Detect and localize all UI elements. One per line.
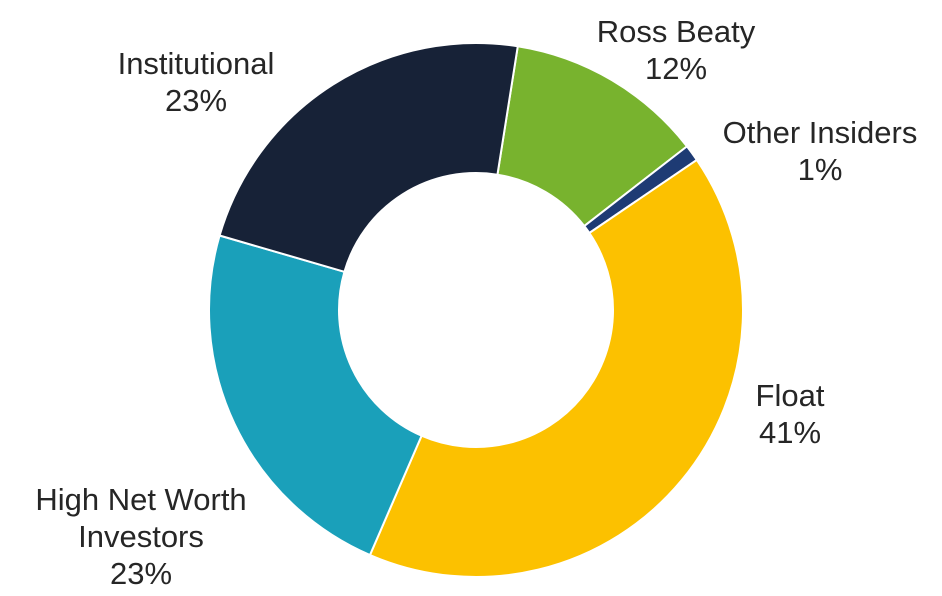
slice-percent-label: 12%: [645, 51, 707, 86]
label-float: Float 41%: [756, 378, 825, 450]
slice-labels: Ross Beaty 12% Other Insiders 1% Float 41% Hig…: [35, 14, 917, 591]
slice-percent-label: 23%: [165, 83, 227, 118]
label-ross-beaty: Ross Beaty 12%: [597, 14, 756, 86]
label-other-insiders: Other Insiders 1%: [723, 115, 918, 187]
slice-percent-label: 1%: [798, 152, 843, 187]
slice-name-label: Ross Beaty: [597, 14, 756, 49]
slice-name-label: Float: [756, 378, 825, 413]
slice-high-net-worth-investors: [208, 234, 423, 557]
slice-name-label: Other Insiders: [723, 115, 918, 150]
donut-slices: [208, 42, 744, 578]
label-high-net-worth-investors: High Net Worth Investors 23%: [35, 482, 246, 591]
slice-float: [368, 158, 744, 578]
slice-name-label: Investors: [78, 519, 204, 554]
slice-institutional: [218, 42, 519, 274]
label-institutional: Institutional 23%: [118, 46, 275, 118]
slice-percent-label: 41%: [759, 415, 821, 450]
slice-name-label: Institutional: [118, 46, 275, 81]
slice-name-label: High Net Worth: [35, 482, 246, 517]
slice-percent-label: 23%: [110, 556, 172, 591]
